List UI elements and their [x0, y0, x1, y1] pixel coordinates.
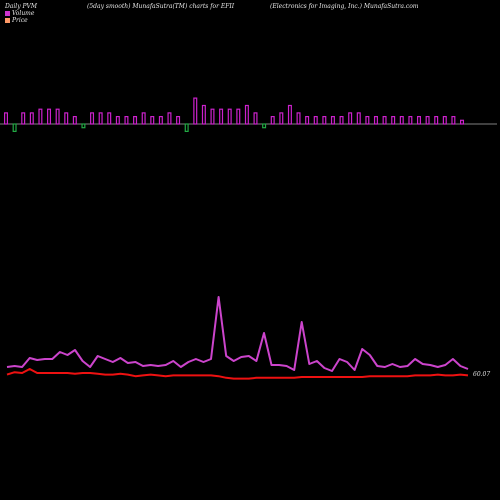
legend-price-label: Price — [12, 17, 28, 24]
volume-bar — [425, 115, 430, 125]
volume-bar — [158, 115, 163, 125]
volume-bar — [279, 112, 284, 125]
volume-bar — [124, 115, 129, 125]
legend-volume-swatch — [5, 11, 10, 16]
volume-bar — [38, 108, 43, 125]
legend-price-swatch — [5, 18, 10, 23]
volume-bar — [434, 115, 439, 125]
volume-bar — [451, 115, 456, 125]
volume-bar — [81, 123, 86, 129]
chart-title-right: (Electronics for Imaging, Inc.) MunafaSu… — [270, 3, 419, 10]
volume-bar — [64, 112, 69, 125]
volume-bar — [3, 112, 8, 125]
volume-bar — [150, 115, 155, 125]
volume-bar — [115, 115, 120, 125]
volume-bar — [29, 112, 34, 125]
volume-bar — [373, 115, 378, 125]
price-line — [6, 368, 469, 380]
volume-bar — [210, 108, 215, 125]
volume-bar — [322, 115, 327, 125]
volume-bar — [236, 108, 241, 125]
legend-volume: Volume — [5, 10, 34, 17]
volume-bar — [270, 115, 275, 125]
volume-bar — [90, 112, 95, 125]
pvm-line — [6, 296, 469, 372]
volume-bar — [201, 104, 206, 125]
volume-bar — [348, 112, 353, 125]
volume-bar — [330, 115, 335, 125]
volume-bar — [244, 104, 249, 125]
volume-bar — [253, 112, 258, 125]
volume-bar — [365, 115, 370, 125]
volume-bar — [141, 112, 146, 125]
volume-bar — [12, 123, 17, 133]
volume-bar — [193, 97, 198, 125]
volume-bar — [408, 115, 413, 125]
volume-bar — [133, 115, 138, 125]
volume-bar — [176, 115, 181, 125]
volume-bar — [391, 115, 396, 125]
volume-bar — [296, 112, 301, 125]
volume-bar — [287, 104, 292, 125]
volume-bar — [55, 108, 60, 125]
volume-bar — [184, 123, 189, 133]
volume-bar — [460, 119, 465, 125]
volume-bar — [219, 108, 224, 125]
volume-bar — [21, 112, 26, 125]
volume-bar — [339, 115, 344, 125]
volume-bar — [382, 115, 387, 125]
volume-bar — [107, 112, 112, 125]
volume-bar — [167, 112, 172, 125]
volume-bar — [416, 115, 421, 125]
volume-bar — [72, 115, 77, 125]
last-price-label: 60.07 — [473, 371, 490, 378]
chart-title-left: Daily PVM — [5, 3, 38, 10]
legend-price: Price — [5, 17, 28, 24]
volume-bar — [262, 123, 267, 129]
volume-bar — [399, 115, 404, 125]
volume-bar — [227, 108, 232, 125]
volume-bar — [356, 112, 361, 125]
volume-bar — [313, 115, 318, 125]
legend-volume-label: Volume — [12, 10, 35, 17]
volume-bar — [305, 115, 310, 125]
volume-bar — [47, 108, 52, 125]
chart-title-middle: (5day smooth) MunafaSutra(TM) charts for… — [87, 3, 235, 10]
volume-bar — [442, 115, 447, 125]
volume-bar — [98, 112, 103, 125]
